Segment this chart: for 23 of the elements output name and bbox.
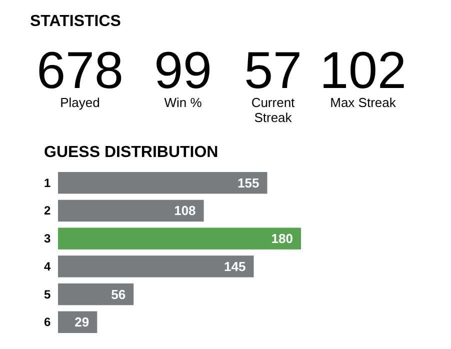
bar [58,200,204,222]
data-label: 108 [174,203,196,218]
category-label: Win % [164,95,202,110]
data-label: 29 [74,314,90,330]
category-label: Played [60,95,100,110]
y-tick-label: 6 [44,315,51,330]
data-label: 56 [111,286,126,302]
y-tick-label: 5 [44,287,51,302]
chart-title: GUESS DISTRIBUTION [44,144,218,161]
category-label: Max Streak [330,95,396,110]
y-tick-label: 4 [44,259,51,274]
text: STATISTICS [30,13,122,30]
bar [58,172,268,194]
y-tick-label: 3 [44,232,51,246]
y-tick-label: 2 [44,204,51,218]
bar [58,283,134,306]
bar [58,228,301,250]
y-tick-label: 1 [44,176,51,190]
data-label: 180 [271,231,293,246]
data-label: 155 [238,175,260,190]
data-label: 145 [224,258,246,274]
bar [58,256,254,278]
category-label: Current Streak [251,95,296,125]
